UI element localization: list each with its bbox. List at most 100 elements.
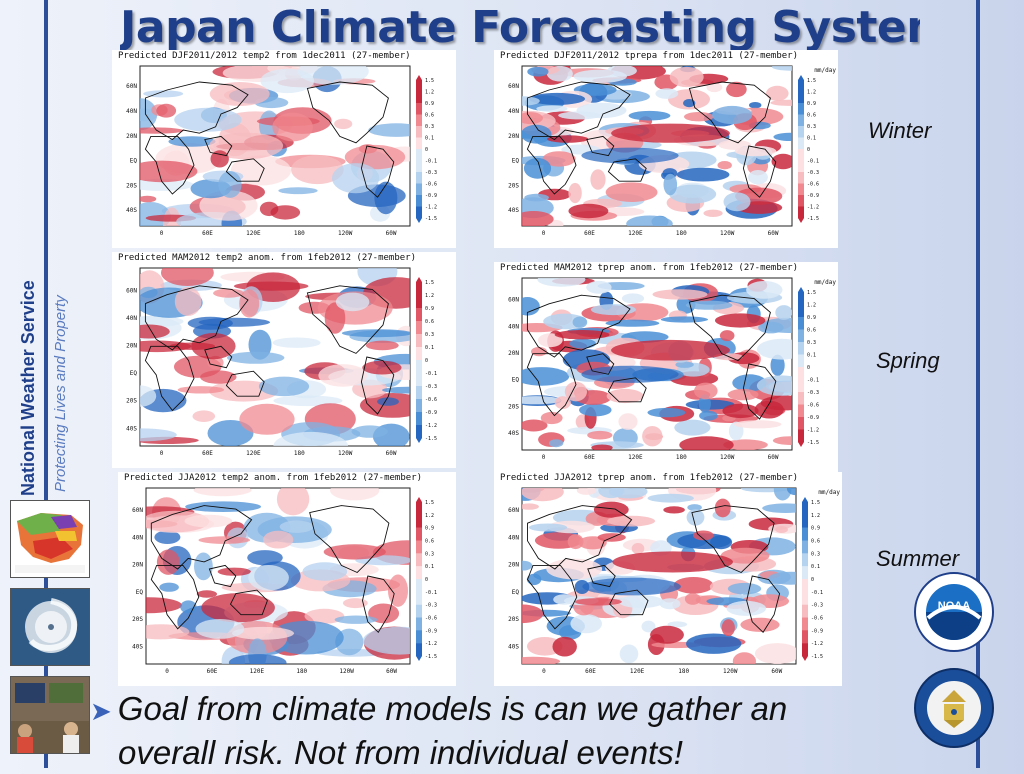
lat-tick-label: EQ — [512, 377, 520, 384]
lon-tick-label: 0 — [160, 230, 164, 237]
colorbar-segment — [416, 360, 422, 374]
colorbar-segment — [416, 527, 422, 541]
lon-tick-label: 120E — [630, 668, 645, 675]
colorbar-tick-label: 0.3 — [807, 124, 816, 130]
lon-tick-label: 60E — [584, 454, 595, 461]
lon-tick-label: 0 — [542, 454, 546, 461]
colorbar-segment — [416, 80, 422, 92]
colorbar-segment — [416, 617, 422, 631]
colorbar-tick-label: 0.6 — [425, 319, 434, 325]
colorbar-segment — [802, 591, 808, 605]
colorbar-segment — [802, 630, 808, 644]
colorbar-tick-label: -0.3 — [811, 603, 823, 609]
colorbar-segment — [798, 379, 804, 393]
colorbar-tick-label: 0.6 — [807, 113, 816, 119]
colorbar-tick-label: 0.1 — [425, 136, 434, 142]
colorbar-segment — [416, 172, 422, 184]
lat-tick-label: 40S — [508, 430, 519, 437]
panel-title: Predicted MAM2012 tprep anom. from 1feb2… — [500, 263, 799, 273]
lat-tick-label: 60N — [508, 83, 519, 90]
colorbar-tick-label: 0 — [425, 147, 428, 153]
lon-tick-label: 60W — [771, 668, 782, 675]
colorbar-tick-label: -1.5 — [425, 436, 437, 442]
goal-line-1: Goal from climate models is can we gathe… — [117, 690, 788, 727]
colorbar-segment — [802, 604, 808, 618]
colorbar-tick-label: 0.1 — [807, 353, 816, 359]
commerce-seal-logo — [914, 668, 994, 748]
colorbar-tick-label: 1.5 — [425, 78, 434, 84]
colorbar-tick-label: -1.2 — [811, 641, 823, 647]
colorbar-segment — [798, 137, 804, 150]
lat-tick-label: EQ — [136, 589, 144, 596]
lat-tick-label: 20S — [126, 398, 137, 405]
colorbar-segment — [416, 334, 422, 348]
lat-tick-label: 60N — [508, 297, 519, 304]
panel-title: Predicted DJF2011/2012 tprepa from 1dec2… — [500, 51, 799, 61]
colorbar-tick-label: 0.6 — [811, 539, 820, 545]
hurricane-satellite-thumbnail — [10, 588, 90, 666]
lon-tick-label: 0 — [165, 668, 169, 675]
colorbar-tick-label: 0 — [425, 358, 428, 364]
colorbar-segment — [416, 137, 422, 150]
colorbar-tick-label: -0.3 — [425, 603, 437, 609]
panel-title: Predicted DJF2011/2012 temp2 from 1dec20… — [118, 51, 411, 61]
colorbar-segment — [802, 540, 808, 554]
colorbar-segment — [416, 540, 422, 554]
lon-tick-label: 60E — [585, 668, 596, 675]
colorbar-segment — [798, 292, 804, 305]
lat-tick-label: 40N — [126, 108, 137, 115]
colorbar-segment — [798, 404, 804, 418]
lon-tick-label: 120E — [628, 230, 643, 237]
colorbar-tick-label: 0.3 — [811, 551, 820, 557]
lon-tick-label: 120W — [720, 230, 735, 237]
lat-tick-label: 20S — [508, 182, 519, 189]
lon-tick-label: 60W — [386, 230, 397, 237]
colorbar-segment — [416, 114, 422, 127]
lon-tick-label: 120W — [339, 668, 354, 675]
colorbar-segment — [416, 308, 422, 322]
colorbar-tick-label: 0.1 — [807, 136, 816, 142]
map-mam-temp: 60N 40N 20N EQ 20S 40S 0 60E 120E 180 120W 60W 1.5 1.… — [126, 267, 437, 457]
colorbar-tick-label: -0.1 — [807, 378, 819, 384]
colorbar-tick-label: -0.9 — [811, 628, 823, 634]
colorbar-segment — [798, 91, 804, 104]
lon-tick-label: 60W — [386, 450, 397, 457]
colorbar-tick-label: -0.1 — [425, 159, 437, 165]
lat-tick-label: 20N — [508, 562, 519, 569]
lat-tick-label: 20N — [132, 562, 143, 569]
map-jja-prec: 60N 40N 20N EQ 20S 40S 0 60E 120E 180 120W 60W 1.5 1.… — [508, 487, 840, 675]
colorbar-segment — [416, 604, 422, 618]
colorbar-tick-label: -1.5 — [425, 216, 437, 222]
lon-tick-label: 180 — [676, 230, 687, 237]
colorbar-segment — [416, 514, 422, 528]
colorbar-tick-label: -1.5 — [425, 654, 437, 660]
lat-tick-label: 40S — [132, 644, 143, 651]
lat-tick-label: 60N — [132, 507, 143, 514]
lat-tick-label: 20N — [508, 133, 519, 140]
lon-tick-label: 120W — [338, 230, 353, 237]
right-accent-bar — [976, 0, 980, 768]
lat-tick-label: 60N — [126, 83, 137, 90]
colorbar-tick-label: -0.3 — [425, 384, 437, 390]
colorbar-segment — [416, 183, 422, 196]
map-panel-mam-prec: 60N 40N 20N EQ 20S 40S 0 60E 120E 180 120W 60W 1.5 1.… — [494, 262, 838, 472]
map-panel-jja-prec: 60N 40N 20N EQ 20S 40S 0 60E 120E 180 120W 60W 1.5 1.… — [494, 472, 842, 686]
lon-tick-label: 120E — [246, 450, 261, 457]
colorbar-tick-label: -1.2 — [807, 205, 819, 211]
colorbar-segment — [798, 304, 804, 318]
season-label-winter: Winter — [868, 118, 932, 143]
colorbar-tick-label: -0.3 — [425, 170, 437, 176]
colorbar-segment — [416, 425, 422, 439]
colorbar-segment — [798, 149, 804, 161]
colorbar-segment — [416, 643, 422, 657]
us-temperature-map-thumbnail — [10, 500, 90, 578]
colorbar-tick-label: -0.9 — [425, 410, 437, 416]
colorbar-segment — [416, 282, 422, 296]
lat-tick-label: 40N — [132, 534, 143, 541]
colorbar-unit-label: mm/day — [814, 279, 836, 286]
colorbar-tick-label: 1.5 — [425, 500, 434, 506]
lon-tick-label: 60W — [768, 230, 779, 237]
colorbar-segment — [798, 354, 804, 368]
lat-tick-label: 20S — [508, 403, 519, 410]
colorbar-segment — [798, 417, 804, 430]
